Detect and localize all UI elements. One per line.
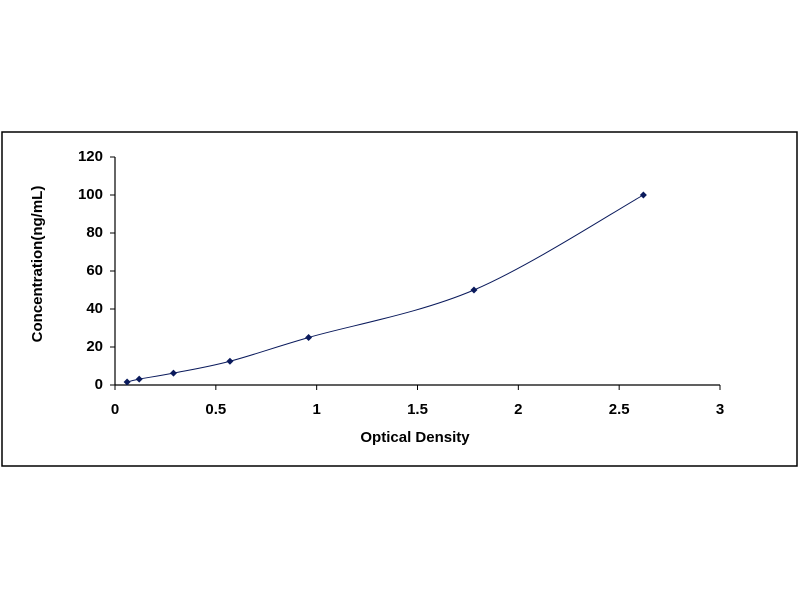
y-tick-label: 80 xyxy=(86,224,103,241)
x-tick-label: 2.5 xyxy=(609,401,630,418)
point xyxy=(123,378,131,386)
y-tick-label: 120 xyxy=(78,148,103,165)
point xyxy=(226,357,234,365)
y-tick-label: 0 xyxy=(95,376,103,393)
y-axis-label: Concentration(ng/mL) xyxy=(29,186,46,343)
x-tick-label: 0 xyxy=(111,401,119,418)
x-tick-label: 1 xyxy=(312,401,320,418)
x-tick-label: 3 xyxy=(716,401,724,418)
point xyxy=(639,191,647,199)
y-tick-label: 60 xyxy=(86,262,103,279)
x-axis-label: Optical Density xyxy=(360,429,470,446)
y-tick-label: 100 xyxy=(78,186,103,203)
x-tick-label: 1.5 xyxy=(407,401,428,418)
fit-curve xyxy=(126,194,644,383)
point xyxy=(135,375,143,383)
point xyxy=(305,334,313,341)
y-tick-label: 20 xyxy=(86,338,103,355)
chart-frame xyxy=(1,131,798,467)
y-tick-label: 40 xyxy=(86,300,103,317)
point xyxy=(169,369,177,377)
x-tick-label: 0.5 xyxy=(205,401,226,418)
point xyxy=(470,286,478,294)
x-tick-label: 2 xyxy=(514,401,522,418)
